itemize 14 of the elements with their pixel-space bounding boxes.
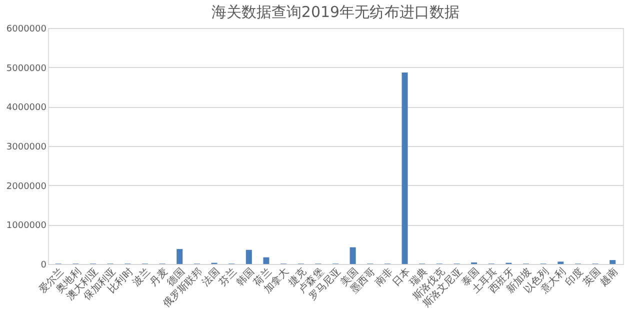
bar xyxy=(610,260,616,264)
bar xyxy=(246,250,252,264)
bar xyxy=(263,257,270,264)
y-tick-label: 3000000 xyxy=(6,142,47,152)
bar xyxy=(402,72,408,264)
y-tick-label: 0 xyxy=(40,260,47,270)
y-tick-label: 2000000 xyxy=(6,182,47,192)
chart-title: 海关数据查询2019年无纺布进口数据 xyxy=(211,3,460,21)
y-tick-label: 6000000 xyxy=(6,24,47,34)
bar xyxy=(176,249,183,264)
bar xyxy=(350,247,356,264)
y-tick-label: 4000000 xyxy=(6,103,47,114)
y-tick-label: 1000000 xyxy=(6,221,47,232)
y-tick-label: 5000000 xyxy=(6,64,47,74)
